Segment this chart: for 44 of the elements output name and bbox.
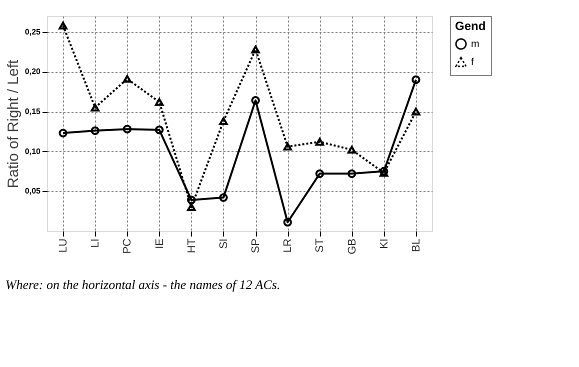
point	[122, 124, 132, 134]
point	[219, 117, 228, 126]
point	[90, 126, 100, 136]
x-tick-label: KI	[378, 238, 390, 249]
point	[58, 22, 68, 30]
x-tick-label: SP	[250, 238, 262, 254]
x-tick-label: BL	[410, 238, 422, 252]
x-tick-label: HT	[186, 238, 198, 254]
point	[283, 142, 292, 150]
y-tick-label: 0,05	[24, 186, 42, 196]
text: Where: on the horizontal axis - the names of 12 ACs.	[5, 276, 280, 292]
x-tick-label: SI	[218, 238, 230, 249]
point	[380, 166, 388, 176]
y-tick-label: 0,20	[24, 67, 42, 76]
point	[347, 146, 356, 154]
legend-title: Gend	[455, 19, 486, 33]
point	[251, 46, 260, 54]
point	[154, 98, 164, 106]
point	[187, 196, 196, 204]
y-tick-label: 0,25	[24, 27, 42, 36]
x-tick-label: LU	[58, 238, 70, 253]
point	[315, 138, 324, 146]
point	[154, 126, 164, 134]
x-tick-label: PC	[122, 238, 134, 254]
x-tick-label: ST	[314, 238, 326, 253]
x-tick-label: GB	[346, 238, 358, 254]
point	[412, 108, 420, 116]
point	[251, 96, 260, 105]
point	[347, 169, 356, 178]
point	[187, 203, 196, 212]
x-tick-label: LI	[90, 238, 102, 248]
point	[90, 104, 100, 112]
point	[283, 218, 292, 227]
y-axis-title: Ratio of Right / Left	[4, 58, 22, 188]
y-tick-label: 0,15	[24, 107, 42, 116]
point	[219, 193, 228, 202]
x-tick-label: LR	[282, 238, 294, 253]
legend-label: f	[471, 57, 474, 68]
point	[122, 75, 132, 83]
x-tick-label: IE	[154, 238, 166, 249]
legend-label: m	[471, 39, 480, 50]
point	[315, 169, 324, 178]
y-tick-label: 0,10	[24, 146, 42, 156]
point	[380, 168, 388, 177]
